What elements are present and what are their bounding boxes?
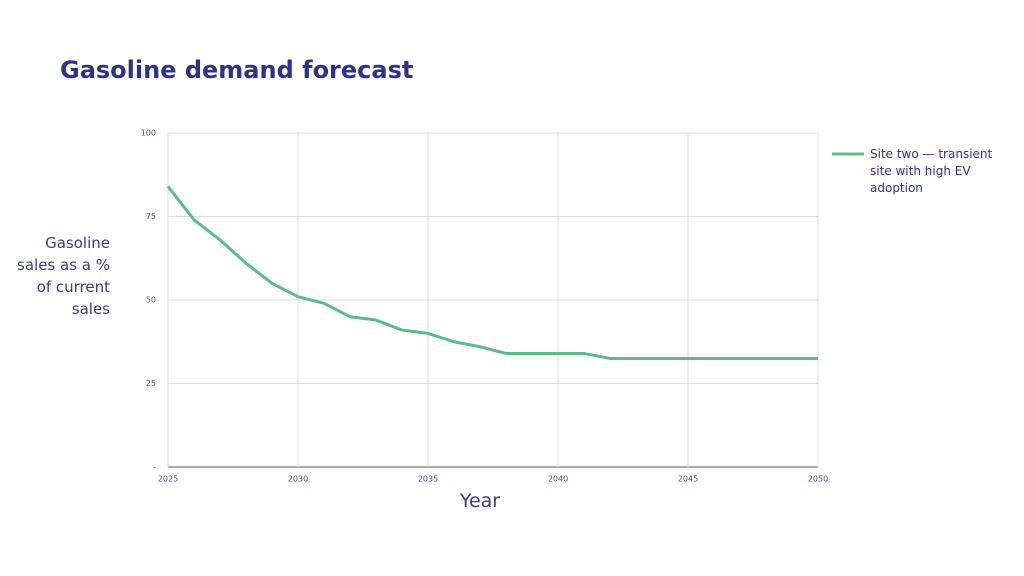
y-tick-label: 50 (146, 296, 156, 305)
x-tick-label: 2025 (158, 475, 178, 484)
y-tick-label: 75 (146, 212, 156, 221)
chart-title: Gasoline demand forecast (60, 56, 414, 84)
series-line (166, 185, 818, 360)
legend-label: Site two — transient site with high EV a… (870, 147, 993, 195)
y-axis-label: Gasoline sales as a % of current sales (17, 234, 110, 318)
x-tick-label: 2035 (418, 475, 438, 484)
x-tick-label: 2045 (678, 475, 698, 484)
x-axis-label: Year (459, 490, 501, 512)
y-tick-label: 25 (146, 379, 156, 388)
y-tick-label: - (153, 463, 156, 472)
y-tick-label: 100 (141, 129, 156, 138)
x-tick-label: 2040 (548, 475, 568, 484)
x-tick-label: 2050 (808, 475, 828, 484)
x-tick-label: 2030 (288, 475, 308, 484)
